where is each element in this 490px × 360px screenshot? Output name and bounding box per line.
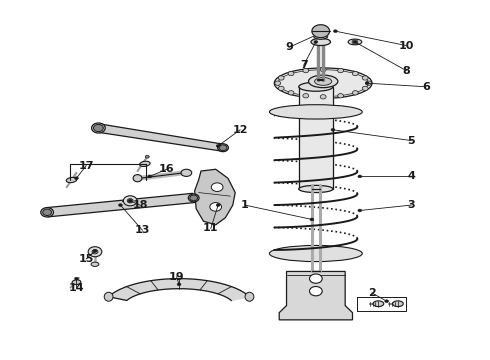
Circle shape [320, 95, 326, 99]
Circle shape [314, 41, 318, 43]
Ellipse shape [181, 169, 192, 176]
Circle shape [358, 175, 362, 178]
Circle shape [74, 277, 78, 280]
Circle shape [320, 67, 326, 72]
Text: 6: 6 [422, 82, 430, 92]
Circle shape [146, 155, 149, 158]
Polygon shape [109, 279, 249, 301]
Text: 10: 10 [398, 41, 414, 50]
Circle shape [210, 203, 221, 211]
Circle shape [216, 144, 220, 147]
Ellipse shape [218, 144, 228, 152]
Ellipse shape [314, 34, 328, 39]
Circle shape [303, 94, 309, 98]
Circle shape [303, 68, 309, 73]
Circle shape [288, 71, 294, 76]
Text: 16: 16 [159, 164, 174, 174]
Circle shape [123, 196, 137, 206]
Circle shape [353, 41, 357, 43]
Circle shape [333, 30, 337, 33]
Ellipse shape [274, 68, 372, 98]
Polygon shape [312, 25, 330, 38]
Circle shape [190, 195, 197, 201]
Text: 13: 13 [135, 225, 150, 235]
Circle shape [92, 249, 98, 254]
Circle shape [358, 209, 362, 212]
Circle shape [278, 86, 284, 91]
Ellipse shape [315, 77, 332, 85]
Circle shape [331, 129, 335, 131]
Circle shape [365, 82, 369, 85]
Circle shape [338, 68, 343, 73]
Ellipse shape [270, 105, 362, 119]
Circle shape [216, 204, 220, 207]
Ellipse shape [348, 39, 362, 45]
Ellipse shape [309, 75, 338, 87]
Circle shape [148, 175, 152, 178]
Ellipse shape [299, 185, 333, 193]
Polygon shape [279, 271, 352, 320]
Circle shape [219, 145, 227, 150]
Polygon shape [46, 193, 195, 217]
Ellipse shape [91, 262, 99, 266]
Ellipse shape [41, 208, 53, 217]
Ellipse shape [104, 292, 113, 301]
Ellipse shape [270, 246, 362, 262]
Ellipse shape [299, 82, 333, 91]
Circle shape [362, 86, 368, 91]
Circle shape [211, 183, 223, 192]
Text: 11: 11 [203, 224, 219, 233]
Polygon shape [195, 169, 235, 225]
Circle shape [43, 209, 51, 216]
Ellipse shape [311, 39, 331, 45]
Text: 4: 4 [407, 171, 415, 181]
Circle shape [127, 199, 133, 203]
Circle shape [366, 81, 371, 85]
Circle shape [352, 91, 358, 95]
Text: 7: 7 [300, 60, 308, 70]
Circle shape [88, 247, 102, 257]
Text: 3: 3 [407, 200, 415, 210]
Circle shape [310, 274, 322, 283]
Text: 14: 14 [69, 283, 84, 293]
Circle shape [310, 218, 314, 221]
Circle shape [177, 283, 181, 286]
Text: 19: 19 [169, 272, 184, 282]
Text: 5: 5 [407, 136, 415, 145]
Polygon shape [98, 124, 223, 151]
Text: 1: 1 [241, 200, 249, 210]
Ellipse shape [140, 161, 150, 166]
Circle shape [310, 287, 322, 296]
Circle shape [315, 33, 319, 36]
Ellipse shape [72, 280, 81, 284]
Text: 12: 12 [232, 125, 248, 135]
Circle shape [352, 40, 358, 44]
Polygon shape [299, 87, 333, 189]
Circle shape [278, 76, 284, 80]
Circle shape [275, 81, 281, 85]
Circle shape [338, 94, 343, 98]
Text: 18: 18 [132, 200, 147, 210]
Ellipse shape [133, 175, 142, 182]
Ellipse shape [392, 301, 403, 307]
Circle shape [119, 204, 122, 207]
Circle shape [385, 300, 389, 303]
Text: 17: 17 [78, 161, 94, 171]
Text: 15: 15 [78, 254, 94, 264]
Ellipse shape [66, 177, 77, 183]
Circle shape [362, 76, 368, 80]
Circle shape [74, 177, 78, 180]
Text: 9: 9 [285, 42, 293, 52]
Text: 8: 8 [402, 66, 410, 76]
Circle shape [93, 249, 97, 252]
Circle shape [94, 125, 103, 132]
Circle shape [288, 91, 294, 95]
Ellipse shape [245, 292, 254, 301]
Ellipse shape [373, 301, 384, 307]
Circle shape [128, 199, 132, 202]
Ellipse shape [92, 123, 105, 133]
Circle shape [352, 71, 358, 76]
Text: 2: 2 [368, 288, 376, 298]
Ellipse shape [188, 194, 199, 202]
